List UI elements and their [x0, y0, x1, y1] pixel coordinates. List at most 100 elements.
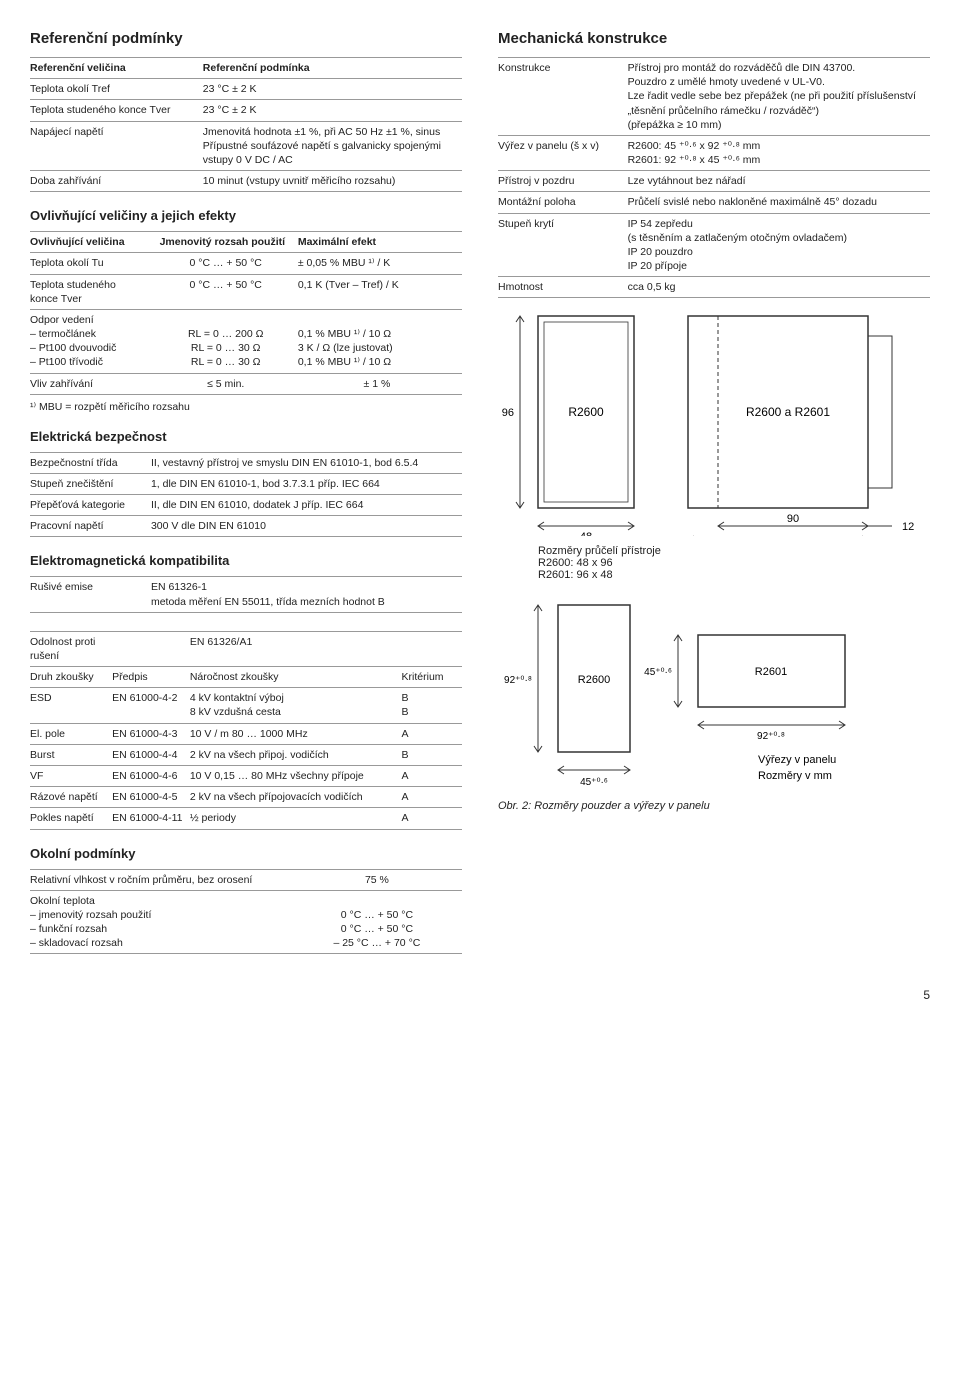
infl-r4c: ± 1 %	[298, 373, 462, 394]
heading-safety: Elektrická bezpečnost	[30, 429, 462, 444]
imm-r3a: Burst	[30, 744, 112, 765]
dim-90: 90	[787, 513, 799, 525]
dim-96: 96	[502, 407, 514, 419]
dim-92-left: 92⁺⁰·⁸	[504, 675, 532, 686]
ref-r3b: Jmenovitá hodnota ±1 %, při AC 50 Hz ±1 …	[203, 121, 462, 171]
saf-r1b: II, vestavný přístroj ve smyslu DIN EN 6…	[151, 452, 462, 473]
imm-r2b: EN 61000-4-3	[112, 723, 190, 744]
infl-h2: Jmenovitý rozsah použití	[160, 232, 298, 253]
mech-r5b: IP 54 zepředu (s těsněním a zatlačeným o…	[628, 213, 930, 277]
mech-r1a: Konstrukce	[498, 58, 628, 136]
dim-45-bottom: 45⁺⁰·⁶	[580, 777, 608, 785]
ref-r1a: Teplota okolí Tref	[30, 79, 203, 100]
label-r2600: R2600	[568, 405, 604, 419]
imm-r4d: A	[402, 765, 462, 786]
mech-r2b: R2600: 45 ⁺⁰·⁶ x 92 ⁺⁰·⁸ mm R2601: 92 ⁺⁰…	[628, 135, 930, 170]
infl-r3b: RL = 0 … 200 Ω RL = 0 … 30 Ω RL = 0 … 30…	[160, 309, 298, 373]
saf-r1a: Bezpečnostní třída	[30, 452, 151, 473]
imm-r2a: El. pole	[30, 723, 112, 744]
mech-r6a: Hmotnost	[498, 277, 628, 298]
imm-r1b: EN 61000-4-2	[112, 688, 190, 723]
mech-r3b: Lze vytáhnout bez nářadí	[628, 171, 930, 192]
ref-h1: Referenční veličina	[30, 58, 203, 79]
label-dims-mm: Rozměry v mm	[758, 770, 832, 782]
dim-12: 12	[902, 521, 914, 533]
reference-table: Referenční veličina Referenční podmínka …	[30, 57, 462, 192]
infl-r3c: 0,1 % MBU ¹⁾ / 10 Ω 3 K / Ω (lze justova…	[298, 309, 462, 373]
label-front-dims: Rozměry průčelí přístroje R2600: 48 x 96…	[538, 545, 930, 581]
mech-r6b: cca 0,5 kg	[628, 277, 930, 298]
saf-r4b: 300 V dle DIN EN 61010	[151, 516, 462, 537]
imm-r3c: 2 kV na všech připoj. vodičích	[190, 744, 402, 765]
imm-h4	[402, 631, 462, 666]
diagram-area: R2600 96 48 R2600 a R2	[498, 306, 930, 788]
infl-r2a: Teplota studeného konce Tver	[30, 274, 160, 309]
imm-r1a: ESD	[30, 688, 112, 723]
imm-r5a: Rázové napětí	[30, 787, 112, 808]
imm-h3: EN 61326/A1	[190, 631, 402, 666]
mechanical-table: Konstrukce Přístroj pro montáž do rozvád…	[498, 57, 930, 298]
imm-r6d: A	[402, 808, 462, 829]
imm-sh4: Kritérium	[402, 667, 462, 688]
infl-r3a: Odpor vedení – termočlánek – Pt100 dvouv…	[30, 309, 160, 373]
env-r1a: Relativní vlhkost v ročním průměru, bez …	[30, 869, 298, 890]
mech-r5a: Stupeň krytí	[498, 213, 628, 277]
infl-h3: Maximální efekt	[298, 232, 462, 253]
label-r2600-r2601: R2600 a R2601	[746, 405, 830, 419]
dim-92-bottom: 92⁺⁰·⁸	[757, 731, 785, 742]
ref-r4b: 10 minut (vstupy uvnitř měřicího rozsahu…	[203, 171, 462, 192]
infl-r4b: ≤ 5 min.	[160, 373, 298, 394]
imm-r2d: A	[402, 723, 462, 744]
heading-emc: Elektromagnetická kompatibilita	[30, 553, 462, 568]
heading-env: Okolní podmínky	[30, 846, 462, 861]
emis-r1b: EN 61326-1 metoda měření EN 55011, třída…	[151, 577, 462, 612]
imm-r3d: B	[402, 744, 462, 765]
infl-r1b: 0 °C … + 50 °C	[160, 253, 298, 274]
infl-r2c: 0,1 K (Tver – Tref) / K	[298, 274, 462, 309]
label-cutouts: Výřezy v panelu	[758, 754, 836, 766]
emc-immunity-table: Odolnost proti rušení EN 61326/A1 Druh z…	[30, 631, 462, 830]
ref-h2: Referenční podmínka	[203, 58, 462, 79]
label-r2600-cut: R2600	[578, 674, 610, 686]
imm-r6b: EN 61000-4-11	[112, 808, 190, 829]
saf-r3a: Přepěťová kategorie	[30, 495, 151, 516]
infl-h1: Ovlivňující veličina	[30, 232, 160, 253]
imm-h1: Odolnost proti rušení	[30, 631, 112, 666]
imm-sh1: Druh zkoušky	[30, 667, 112, 688]
footnote-mbu: ¹⁾ MBU = rozpětí měřicího rozsahu	[30, 401, 462, 413]
imm-r6a: Pokles napětí	[30, 808, 112, 829]
saf-r2b: 1, dle DIN EN 61010-1, bod 3.7.3.1 příp.…	[151, 473, 462, 494]
emis-r1a: Rušivé emise	[30, 577, 151, 612]
right-column: Mechanická konstrukce Konstrukce Přístro…	[498, 30, 930, 960]
dim-48: 48	[580, 531, 592, 536]
imm-r2c: 10 V / m 80 … 1000 MHz	[190, 723, 402, 744]
imm-r5c: 2 kV na všech přípojovacích vodičích	[190, 787, 402, 808]
infl-r1a: Teplota okolí Tu	[30, 253, 160, 274]
infl-r1c: ± 0,05 % MBU ¹⁾ / K	[298, 253, 462, 274]
imm-r3b: EN 61000-4-4	[112, 744, 190, 765]
ref-r4a: Doba zahřívání	[30, 171, 203, 192]
diagram-cutouts: R2600 92⁺⁰·⁸ 45⁺⁰·⁶ R2601	[498, 595, 928, 785]
figure-caption: Obr. 2: Rozměry pouzder a výřezy v panel…	[498, 800, 930, 812]
mech-r3a: Přístroj v pozdru	[498, 171, 628, 192]
imm-r4c: 10 V 0,15 … 80 MHz všechny přípoje	[190, 765, 402, 786]
saf-r3b: II, dle DIN EN 61010, dodatek J příp. IE…	[151, 495, 462, 516]
safety-table: Bezpečnostní třída II, vestavný přístroj…	[30, 452, 462, 538]
ref-r2b: 23 °C ± 2 K	[203, 100, 462, 121]
heading-mechanical: Mechanická konstrukce	[498, 30, 930, 47]
heading-reference: Referenční podmínky	[30, 30, 462, 47]
page-number: 5	[30, 988, 930, 1002]
imm-sh3: Náročnost zkoušky	[190, 667, 402, 688]
env-r1b: 75 %	[298, 869, 462, 890]
imm-r5b: EN 61000-4-5	[112, 787, 190, 808]
infl-r4a: Vliv zahřívání	[30, 373, 160, 394]
heading-influencing: Ovlivňující veličiny a jejich efekty	[30, 208, 462, 223]
env-r2a: Okolní teplota – jmenovitý rozsah použit…	[30, 890, 298, 954]
dim-45-left: 45⁺⁰·⁶	[644, 667, 672, 678]
ref-r3a: Napájecí napětí	[30, 121, 203, 171]
ref-r2a: Teplota studeného konce Tver	[30, 100, 203, 121]
mech-r1b: Přístroj pro montáž do rozváděčů dle DIN…	[628, 58, 930, 136]
ref-r1b: 23 °C ± 2 K	[203, 79, 462, 100]
saf-r4a: Pracovní napětí	[30, 516, 151, 537]
left-column: Referenční podmínky Referenční veličina …	[30, 30, 462, 960]
